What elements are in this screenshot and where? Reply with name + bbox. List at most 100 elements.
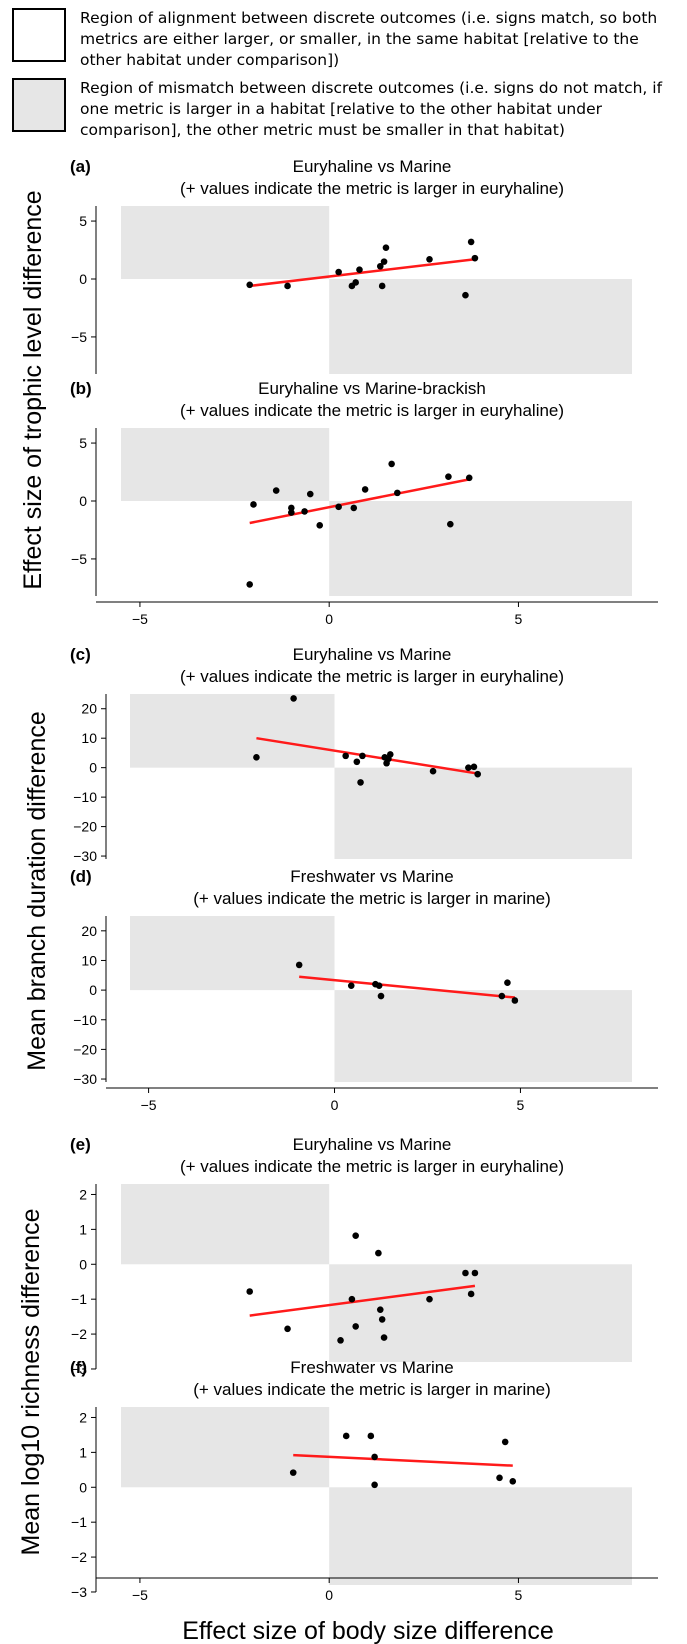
mismatch-region-lower-right	[329, 1264, 632, 1362]
data-point	[496, 1474, 503, 1482]
data-point	[465, 474, 473, 482]
regression-line	[293, 1453, 513, 1467]
data-point	[375, 1249, 382, 1257]
y-tick-label: 1	[79, 1221, 87, 1237]
data-point	[284, 1325, 291, 1333]
data-point	[290, 695, 297, 702]
x-tick-label: −5	[132, 611, 148, 627]
y-tick-label: −5	[71, 551, 87, 567]
data-point	[350, 504, 358, 512]
mismatch-region-lower-right	[334, 767, 632, 859]
mismatch-region-lower-right	[329, 1487, 632, 1585]
data-point	[498, 992, 506, 1000]
panel-label: (a)	[70, 157, 91, 176]
data-point	[467, 1290, 475, 1298]
data-point	[447, 520, 454, 528]
mismatch-region-upper-left	[121, 1407, 330, 1488]
data-point	[367, 1432, 375, 1440]
x-tick-label: −5	[141, 1097, 157, 1113]
data-point	[471, 1269, 479, 1277]
data-point	[352, 1323, 359, 1330]
y-axis-label-richness: Mean log10 richness difference	[17, 1209, 45, 1556]
data-point	[471, 254, 479, 262]
mismatch-region-lower-right	[329, 500, 632, 596]
data-point	[380, 258, 388, 265]
y-tick-label: 0	[79, 493, 87, 509]
data-point	[445, 473, 452, 480]
data-point	[382, 244, 390, 252]
data-point	[509, 1478, 517, 1485]
data-point	[429, 767, 437, 775]
data-point	[377, 992, 385, 1000]
regression-line	[249, 258, 476, 288]
data-point	[504, 979, 511, 986]
data-point	[462, 1269, 469, 1277]
panel-label: (c)	[70, 645, 91, 664]
regression-line	[256, 736, 478, 775]
data-point	[288, 504, 295, 512]
mismatch-region-upper-left	[121, 206, 330, 279]
data-point	[253, 754, 260, 761]
y-tick-label: −30	[73, 1071, 97, 1087]
data-point	[272, 487, 280, 494]
data-point	[284, 282, 291, 290]
data-point	[380, 1334, 388, 1341]
data-point	[246, 581, 253, 588]
data-point	[394, 489, 401, 497]
data-point	[295, 961, 303, 969]
x-tick-label: 0	[331, 1097, 339, 1113]
y-tick-label: −5	[71, 329, 87, 345]
x-tick-label: −5	[132, 1587, 148, 1603]
panel-title: Euryhaline vs Marine	[293, 1135, 452, 1154]
data-point	[359, 752, 366, 760]
data-point	[246, 281, 253, 289]
y-tick-label: −2	[71, 1549, 87, 1565]
data-point	[356, 266, 363, 274]
y-tick-label: 2	[79, 1186, 87, 1202]
y-tick-label: 0	[79, 1479, 87, 1495]
panel-label: (e)	[70, 1135, 91, 1154]
panel-subtitle: (+ values indicate the metric is larger …	[180, 1157, 564, 1176]
mismatch-region-lower-right	[329, 278, 632, 374]
y-tick-label: 5	[79, 435, 87, 451]
y-tick-label: −2	[71, 1326, 87, 1342]
data-point	[462, 291, 469, 299]
y-tick-label: −10	[73, 1012, 97, 1028]
data-point	[306, 490, 314, 498]
legend-swatch-mismatch	[12, 78, 66, 132]
y-tick-label: 10	[81, 952, 97, 968]
data-point	[378, 282, 386, 290]
y-tick-label: 0	[79, 1256, 87, 1272]
panel-label: (d)	[70, 867, 92, 886]
y-tick-label: −1	[71, 1291, 87, 1307]
mismatch-region-upper-left	[121, 428, 330, 501]
legend-text-mismatch: Region of mismatch between discrete outc…	[80, 79, 663, 139]
x-tick-label: 0	[325, 611, 333, 627]
legend-swatch-alignment	[12, 8, 66, 62]
data-point	[316, 522, 324, 529]
data-point	[511, 997, 519, 1004]
data-point	[386, 751, 394, 758]
data-point	[357, 779, 364, 786]
data-point	[335, 503, 342, 511]
y-tick-label: 5	[79, 213, 87, 229]
x-tick-label: 0	[325, 1587, 333, 1603]
y-tick-label: −3	[71, 1361, 87, 1377]
data-point	[337, 1337, 344, 1344]
panel-title: Euryhaline vs Marine	[293, 645, 452, 664]
regression-line	[249, 477, 472, 525]
data-point	[347, 982, 355, 989]
panel-subtitle: (+ values indicate the metric is larger …	[180, 179, 564, 198]
panel-title: Euryhaline vs Marine-brackish	[258, 379, 486, 398]
mismatch-region-upper-left	[130, 916, 335, 991]
data-point	[301, 508, 308, 515]
panel-label: (f)	[70, 1358, 87, 1377]
y-tick-label: −10	[73, 789, 97, 805]
y-tick-label: 20	[81, 701, 97, 717]
data-point	[353, 758, 361, 766]
data-point	[375, 982, 383, 989]
data-point	[467, 238, 475, 246]
data-point	[474, 770, 481, 778]
data-point	[288, 509, 295, 516]
